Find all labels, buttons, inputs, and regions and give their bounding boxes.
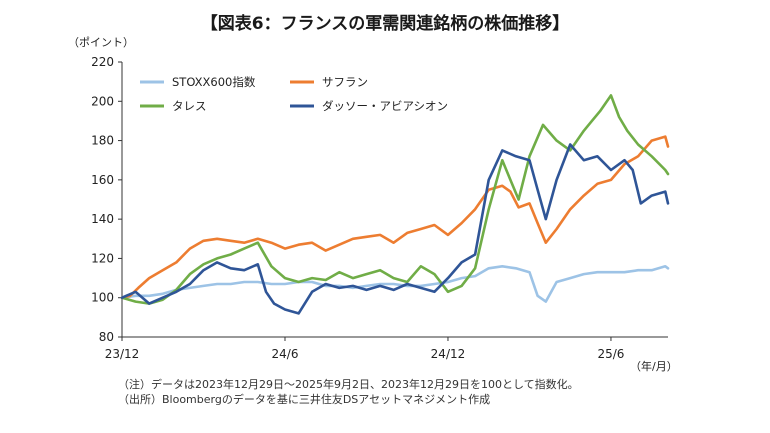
legend-label: ダッソー・アビアシオン	[322, 99, 448, 113]
series-line-1	[120, 264, 670, 303]
y-axis-unit-label: （ポイント）	[68, 36, 134, 49]
x-tick-label: 25/6	[597, 347, 624, 361]
y-tick-label: 220	[91, 55, 114, 69]
y-tick-label: 180	[91, 134, 114, 148]
y-tick-label: 200	[91, 94, 114, 108]
y-tick-label: 100	[91, 291, 114, 305]
source-text: （出所）Bloombergのデータを基に三井住友DSアセットマネジメント作成	[118, 393, 491, 406]
note-text: （注）データは2023年12月29日～2025年9月2日、2023年12月29日…	[118, 378, 579, 391]
x-axis-unit-label: （年/月）	[630, 359, 678, 373]
legend-label: タレス	[172, 99, 207, 113]
y-tick-label: 160	[91, 173, 114, 187]
chart-title: 【図表6：フランスの軍需関連銘柄の株価推移】	[200, 14, 570, 34]
series-line-4	[120, 143, 670, 315]
series-line-3	[120, 94, 670, 305]
series-line-2	[120, 135, 670, 300]
legend-label: サフラン	[322, 75, 368, 89]
y-tick-label: 140	[91, 212, 114, 226]
x-tick-label: 23/12	[105, 347, 140, 361]
y-tick-label: 80	[99, 330, 114, 344]
x-tick-label: 24/6	[272, 347, 299, 361]
y-tick-label: 120	[91, 251, 114, 265]
legend-label: STOXX600指数	[172, 75, 256, 89]
x-tick-label: 24/12	[431, 347, 466, 361]
